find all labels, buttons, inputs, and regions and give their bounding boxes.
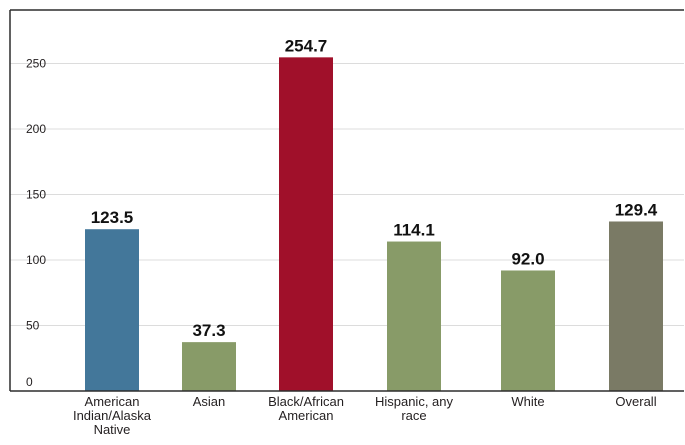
y-axis-ticks: 0 50 100 150 200 250 xyxy=(26,57,46,390)
value-label-2: 254.7 xyxy=(285,36,328,55)
x-tick-label-4: White xyxy=(511,394,544,409)
bar-3 xyxy=(387,241,441,391)
bar-5 xyxy=(609,221,663,391)
value-label-5: 129.4 xyxy=(615,200,658,219)
y-tick-label-250: 250 xyxy=(26,57,46,71)
bar-0 xyxy=(85,229,139,391)
x-tick-label-5: Overall xyxy=(615,394,656,409)
x-axis-labels: American Indian/Alaska Native Asian Black/Af… xyxy=(73,394,657,437)
value-label-1: 37.3 xyxy=(192,321,225,340)
value-label-0: 123.5 xyxy=(91,208,134,227)
y-tick-label-50: 50 xyxy=(26,319,40,333)
x-tick-label-3: Hispanic, any race xyxy=(375,394,454,423)
x-tick-label-1: Asian xyxy=(193,394,226,409)
value-labels: 123.5 37.3 254.7 114.1 92.0 129.4 xyxy=(91,36,658,340)
bar-2 xyxy=(279,57,333,392)
y-tick-label-0: 0 xyxy=(26,375,33,389)
y-tick-label-150: 150 xyxy=(26,188,46,202)
y-tick-label-100: 100 xyxy=(26,253,46,267)
bar-4 xyxy=(501,270,555,391)
y-tick-label-200: 200 xyxy=(26,122,46,136)
x-tick-label-2: Black/African American xyxy=(268,394,344,423)
bars xyxy=(85,57,663,392)
chart-frame xyxy=(9,9,684,392)
value-label-3: 114.1 xyxy=(393,221,435,240)
value-label-4: 92.0 xyxy=(511,249,544,268)
bar-1 xyxy=(182,342,236,391)
x-tick-label-0: American Indian/Alaska Native xyxy=(73,394,152,437)
